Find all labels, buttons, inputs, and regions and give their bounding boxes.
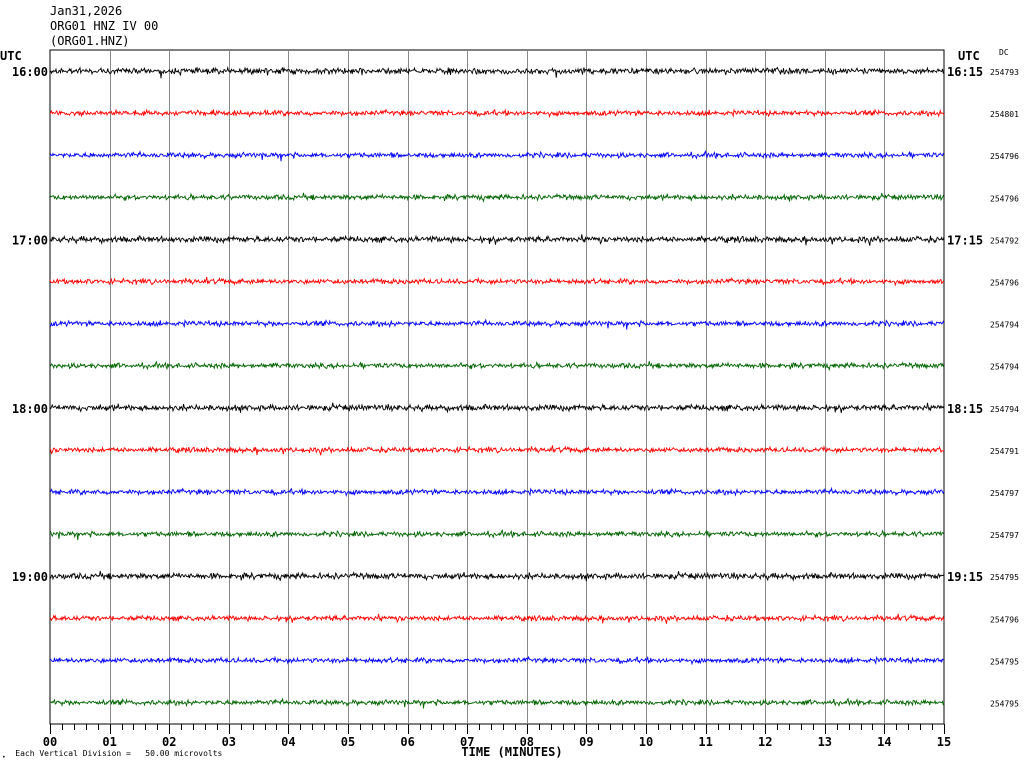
dc-label: DC	[999, 48, 1009, 57]
x-tick-label: 12	[758, 735, 772, 749]
dc-offset-value: 254795	[990, 700, 1019, 709]
x-tick-label: 06	[400, 735, 414, 749]
dc-offset-value: 254796	[990, 615, 1019, 624]
x-tick-label: 01	[102, 735, 116, 749]
row-time-label-right: 16:15	[947, 65, 983, 79]
row-time-label-left: 19:00	[12, 570, 48, 584]
trace-line	[49, 192, 945, 203]
x-tick-label: 04	[281, 735, 295, 749]
dc-offset-value: 254794	[990, 363, 1019, 372]
utc-right-label: UTC	[958, 49, 980, 63]
row-time-label-right: 17:15	[947, 233, 983, 247]
trace-line	[49, 66, 945, 79]
x-tick-label: 11	[698, 735, 712, 749]
scale-note-text: Each Vertical Division = 50.00 microvolt…	[15, 749, 223, 758]
dc-offset-value: 254795	[990, 573, 1019, 582]
x-tick-label: 13	[818, 735, 832, 749]
dc-offset-value: 254797	[990, 489, 1019, 498]
trace-line	[49, 276, 945, 287]
dc-offset-value: 254793	[990, 68, 1019, 77]
x-tick-label: 07	[460, 735, 474, 749]
trace-line	[49, 697, 945, 709]
trace-line	[49, 655, 945, 666]
dc-offset-value: 254795	[990, 657, 1019, 666]
date-label: Jan31,2026	[50, 4, 123, 18]
scale-marker: •	[2, 754, 6, 761]
dc-offset-value: 254796	[990, 152, 1019, 161]
trace-line	[49, 529, 945, 541]
x-tick-label: 03	[222, 735, 236, 749]
row-time-label-right: 18:15	[947, 402, 983, 416]
trace-line	[49, 108, 945, 119]
plot-frame	[49, 49, 945, 725]
row-time-label-left: 17:00	[12, 233, 48, 247]
x-tick-label: 02	[162, 735, 176, 749]
x-axis-title: TIME (MINUTES)	[461, 745, 563, 759]
x-tick-label: 09	[579, 735, 593, 749]
trace-line	[49, 234, 945, 246]
row-time-label-left: 18:00	[12, 402, 48, 416]
row-time-label-right: 19:15	[947, 570, 983, 584]
trace-line	[49, 486, 945, 497]
trace-line	[49, 402, 945, 414]
trace-line	[49, 570, 945, 582]
dc-offset-value: 254796	[990, 194, 1019, 203]
dc-offset-value: 254801	[990, 110, 1019, 119]
utc-left-label: UTC	[0, 49, 22, 63]
dc-offset-value: 254796	[990, 279, 1019, 288]
dc-offset-value: 254791	[990, 447, 1019, 456]
dc-offset-value: 254792	[990, 236, 1019, 245]
x-tick-label: 10	[639, 735, 653, 749]
trace-line	[49, 149, 945, 162]
scale-note: • Each Vertical Division = 50.00 microvo…	[2, 749, 222, 761]
trace-line	[49, 360, 945, 372]
x-tick-label: 14	[877, 735, 891, 749]
trace-line	[49, 318, 945, 330]
station-label: ORG01 HNZ IV 00	[50, 19, 159, 33]
x-tick-label: 08	[520, 735, 534, 749]
x-tick-label: 05	[341, 735, 355, 749]
dc-offset-value: 254794	[990, 405, 1019, 414]
x-tick-label: 15	[937, 735, 951, 749]
dc-offset-value: 254794	[990, 321, 1019, 330]
dc-offset-value: 254797	[990, 531, 1019, 540]
row-time-label-left: 16:00	[12, 65, 48, 79]
channel-code-label: (ORG01.HNZ)	[50, 34, 130, 48]
x-tick-label: 00	[43, 735, 57, 749]
trace-line	[49, 445, 945, 456]
trace-line	[49, 613, 945, 624]
